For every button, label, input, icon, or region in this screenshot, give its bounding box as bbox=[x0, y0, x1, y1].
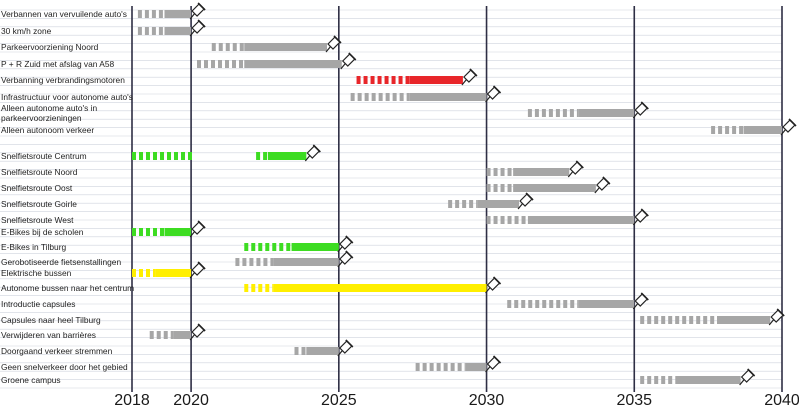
x-tick-label: 2035 bbox=[616, 392, 652, 409]
x-tick-label: 2025 bbox=[321, 392, 357, 409]
task-label: Verbanning verbrandingsmotoren bbox=[1, 75, 125, 85]
task-label: Parkeervoorziening Noord bbox=[1, 42, 99, 52]
task-label: Snelfietsroute Noord bbox=[1, 167, 78, 177]
task-label: Verwijderen van barrières bbox=[1, 330, 96, 340]
pushpin-icon bbox=[739, 368, 756, 386]
x-tick-label: 2020 bbox=[173, 392, 209, 409]
pushpin-icon bbox=[517, 192, 534, 210]
task-label: Groene campus bbox=[1, 375, 61, 385]
pushpin-icon bbox=[632, 292, 649, 310]
pushpin-icon bbox=[461, 68, 478, 86]
x-tick-label: 2030 bbox=[469, 392, 505, 409]
task-label: Capsules naar heel Tilburg bbox=[1, 315, 101, 325]
task-label: Snelfietsroute Centrum bbox=[1, 151, 87, 161]
pushpin-icon bbox=[189, 220, 206, 238]
task-solid-bar bbox=[743, 126, 782, 134]
pushpin-icon bbox=[337, 339, 354, 357]
pushpin-icon bbox=[337, 250, 354, 268]
task-solid-bar bbox=[578, 300, 635, 308]
task-label: Snelfietsroute Oost bbox=[1, 183, 73, 193]
pushpin-icon bbox=[189, 261, 206, 279]
task-solid-bar bbox=[291, 243, 339, 251]
pushpin-icon bbox=[768, 308, 785, 326]
task-solid-bar bbox=[164, 10, 192, 18]
task-solid-bar bbox=[164, 228, 192, 236]
pushpin-icon bbox=[485, 85, 502, 103]
task-label: Snelfietsroute West bbox=[1, 215, 74, 225]
pushpin-icon bbox=[189, 19, 206, 37]
task-solid-bar bbox=[477, 200, 520, 208]
task-label: Geen snelverkeer door het gebied bbox=[1, 362, 128, 372]
pushpin-icon bbox=[337, 235, 354, 253]
task-solid-bar bbox=[717, 316, 771, 324]
task-solid-bar bbox=[578, 109, 635, 117]
task-label: 30 km/h zone bbox=[1, 26, 52, 36]
pushpin-icon bbox=[567, 160, 584, 178]
task-label: Alleen autonome auto's in parkeervoorzien… bbox=[1, 103, 97, 123]
pushpin-icon bbox=[189, 323, 206, 341]
task-label: P + R Zuid met afslag van A58 bbox=[1, 59, 115, 69]
task-solid-bar bbox=[513, 184, 596, 192]
task-label: Autonome bussen naar het centrum bbox=[1, 283, 134, 293]
task-solid-bar bbox=[409, 76, 463, 84]
task-label: Elektrische bussen bbox=[1, 268, 72, 278]
pushpin-icon bbox=[632, 208, 649, 226]
task-solid-bar bbox=[465, 363, 487, 371]
task-label: Snelfietsroute Goirle bbox=[1, 199, 77, 209]
task-solid-bar bbox=[244, 60, 342, 68]
pushpin-icon bbox=[780, 118, 797, 136]
task-solid-bar bbox=[155, 269, 192, 277]
task-solid-bar bbox=[675, 376, 741, 384]
task-label: E-Bikes bij de scholen bbox=[1, 227, 84, 237]
task-solid-bar bbox=[164, 27, 192, 35]
task-label: Infrastructuur voor autonome auto's bbox=[1, 92, 133, 102]
task-solid-bar bbox=[267, 152, 307, 160]
pushpin-icon bbox=[485, 276, 502, 294]
task-label: Introductie capsules bbox=[1, 299, 76, 309]
pushpin-icon bbox=[189, 2, 206, 20]
task-label: Doorgaand verkeer stremmen bbox=[1, 346, 113, 356]
x-tick-label: 2040 bbox=[764, 392, 799, 409]
pushpin-icon bbox=[325, 35, 342, 53]
task-label: Alleen autonoom verkeer bbox=[1, 125, 94, 135]
task-label: Gerobotiseerde fietsenstallingen bbox=[1, 257, 121, 267]
task-solid-bar bbox=[173, 331, 192, 339]
task-solid-bar bbox=[273, 258, 339, 266]
task-solid-bar bbox=[273, 284, 487, 292]
pushpin-icon bbox=[594, 176, 611, 194]
task-solid-bar bbox=[306, 347, 339, 355]
task-solid-bar bbox=[513, 168, 570, 176]
x-tick-label: 2018 bbox=[114, 392, 150, 409]
pushpin-icon bbox=[485, 355, 502, 373]
task-solid-bar bbox=[527, 216, 635, 224]
task-solid-bar bbox=[244, 43, 327, 51]
pushpin-icon bbox=[304, 144, 321, 162]
pushpin-icon bbox=[340, 52, 357, 70]
task-label: Verbannen van vervuilende auto's bbox=[1, 9, 127, 19]
task-label: E-Bikes in Tilburg bbox=[1, 242, 67, 252]
pushpin-icon bbox=[632, 101, 649, 119]
task-solid-bar bbox=[409, 93, 487, 101]
